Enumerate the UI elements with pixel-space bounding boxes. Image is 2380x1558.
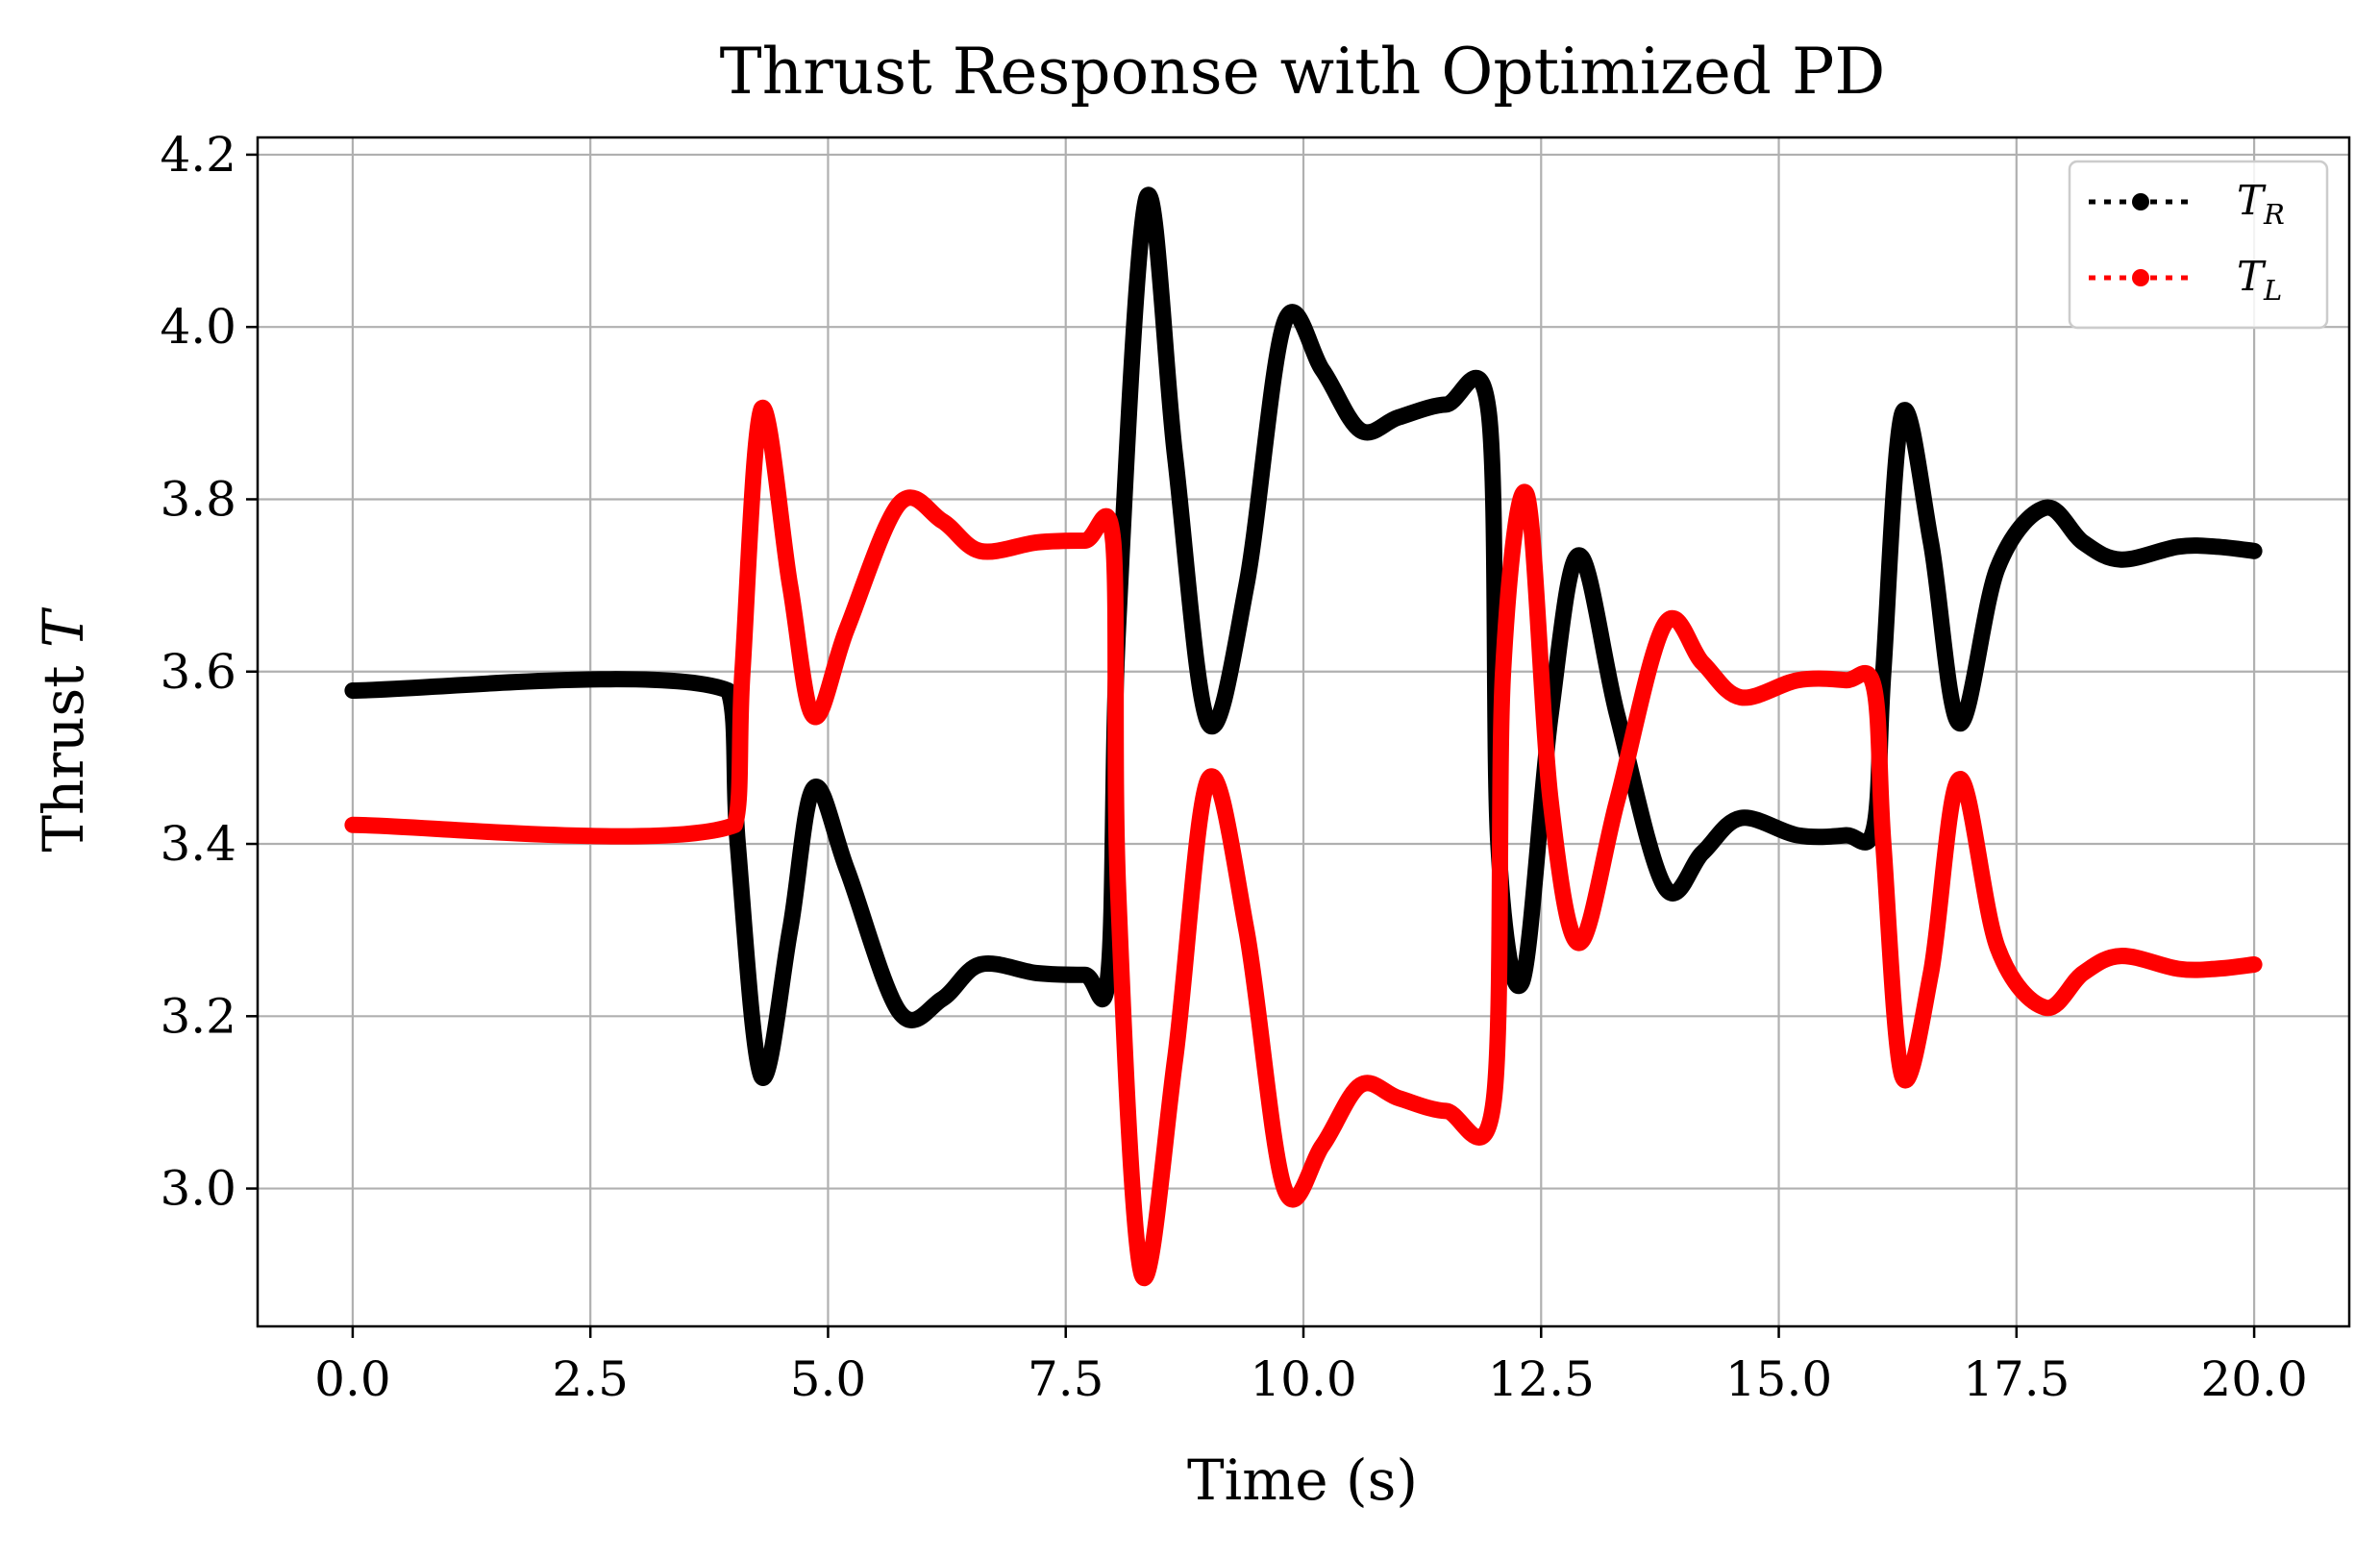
legend-label-tr: TR <box>2237 177 2285 231</box>
legend-marker-tl <box>2132 269 2149 286</box>
y-tick-label: 3.0 <box>160 1161 236 1217</box>
y-tick-label: 4.2 <box>160 127 236 183</box>
y-axis-label: Thrust T <box>31 606 96 853</box>
legend-label-tl: TL <box>2237 253 2282 307</box>
y-tick-label: 3.8 <box>160 471 236 527</box>
y-axis-label-text: Thrust <box>31 648 96 853</box>
x-tick-label: 10.0 <box>1250 1351 1356 1407</box>
legend: TR TL <box>2068 160 2329 330</box>
y-tick-label: 3.4 <box>160 816 236 872</box>
x-tick-label: 7.5 <box>1028 1351 1104 1407</box>
x-tick-label: 12.5 <box>1488 1351 1595 1407</box>
series-line-tl <box>344 399 2263 1286</box>
x-tick-label: 0.0 <box>314 1351 391 1407</box>
series-layer <box>344 186 2263 1286</box>
y-axis-label-variable: T <box>31 606 96 648</box>
x-axis-label: Time (s) <box>1187 1447 1418 1513</box>
y-tick-label: 3.6 <box>160 644 236 700</box>
legend-label-tr-main: T <box>2237 177 2267 224</box>
x-tick-label: 2.5 <box>552 1351 629 1407</box>
legend-marker-tr <box>2132 193 2149 210</box>
x-tick-label: 15.0 <box>1725 1351 1832 1407</box>
x-tick-label: 5.0 <box>790 1351 867 1407</box>
chart-title: Thrust Response with Optimized PD <box>720 35 1886 109</box>
legend-label-tl-main: T <box>2237 253 2267 300</box>
y-axis-ticks: 3.0 3.2 3.4 3.6 3.8 4.0 4.2 <box>160 127 258 1217</box>
legend-label-tr-sub: R <box>2263 198 2285 231</box>
legend-label-tl-sub: L <box>2263 274 2282 307</box>
x-tick-label: 17.5 <box>1963 1351 2070 1407</box>
y-tick-label: 4.0 <box>160 299 236 355</box>
x-tick-label: 20.0 <box>2200 1351 2307 1407</box>
x-axis-ticks: 0.0 2.5 5.0 7.5 10.0 12.5 15.0 17.5 20.0 <box>314 1326 2308 1407</box>
legend-box <box>2068 160 2329 330</box>
y-tick-label: 3.2 <box>160 988 236 1044</box>
series-line-tr <box>344 186 2263 1086</box>
